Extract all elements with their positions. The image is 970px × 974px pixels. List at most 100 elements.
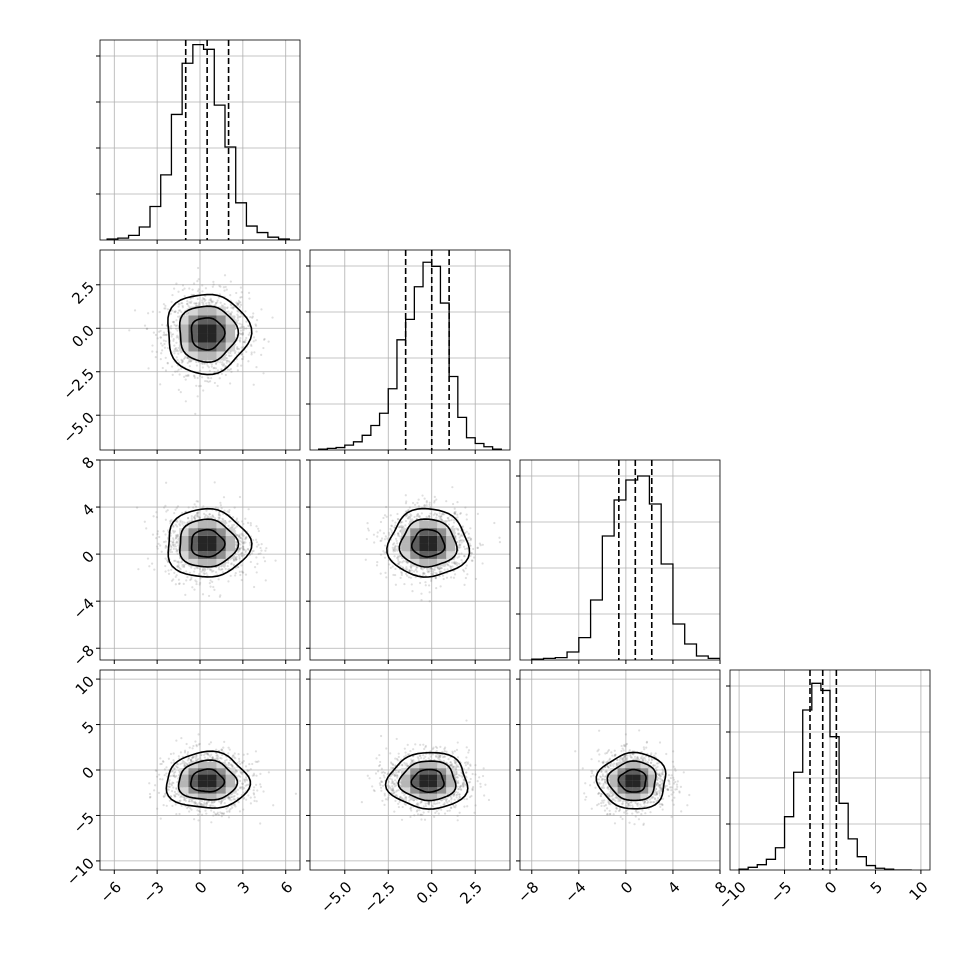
sample-point [176,336,178,338]
sample-point [258,553,260,555]
sample-point [203,300,205,302]
sample-point [236,346,238,348]
sample-point [164,505,166,507]
sample-point [201,814,203,816]
sample-point [203,572,205,574]
sample-point [185,570,187,572]
sample-point [148,565,150,567]
density-cell [207,521,216,529]
sample-point [198,302,200,304]
sample-point [242,543,244,545]
sample-point [168,758,170,760]
sample-point [172,782,174,784]
sample-point [245,327,247,329]
histogram-panel-3 [730,670,930,870]
sample-point [201,299,203,301]
sample-point [178,583,180,585]
sample-point [192,745,194,747]
sample-point [164,347,166,349]
sample-point [228,816,230,818]
sample-point [167,529,169,531]
sample-point [147,557,149,559]
sample-point [136,507,138,509]
sample-point [170,783,172,785]
sample-point [248,298,250,300]
sample-point [203,513,205,515]
sample-point [182,289,184,291]
sample-point [169,332,171,334]
sample-point [259,547,261,549]
sample-point [156,776,158,778]
sample-point [253,786,255,788]
sample-point [227,369,229,371]
sample-point [212,286,214,288]
sample-point [394,568,396,570]
sample-point [263,339,265,341]
sample-point [170,546,172,548]
sample-point [195,506,197,508]
sample-point [204,810,206,812]
sample-point [243,797,245,799]
panel-frame [520,460,720,660]
sample-point [482,544,484,546]
sample-point [219,286,221,288]
sample-point [253,586,255,588]
sample-point [232,307,234,309]
sample-point [193,755,195,757]
sample-point [246,753,248,755]
sample-point [197,758,199,760]
sample-point [250,345,252,347]
sample-point [202,363,204,365]
sample-point [209,370,211,372]
sample-point [187,751,189,753]
sample-point [221,815,223,817]
sample-point [216,754,218,756]
sample-point [159,778,161,780]
sample-point [171,551,173,553]
sample-point [164,307,166,309]
sample-point [193,818,195,820]
sample-point [255,556,257,558]
histogram-panel-0 [100,40,300,240]
sample-point [219,377,221,379]
density-cell [226,324,235,333]
sample-point [238,760,240,762]
y-tick-label: 0 [79,763,98,782]
sample-point [168,573,170,575]
sample-point [165,772,167,774]
sample-point [194,517,196,519]
sample-point [227,562,229,564]
sample-point [234,574,236,576]
sample-point [239,780,241,782]
sample-point [160,342,162,344]
sample-point [183,288,185,290]
sample-point [175,813,177,815]
sample-point [384,538,386,540]
sample-point [151,563,153,565]
sample-point [164,565,166,567]
sample-point [221,507,223,509]
sample-point [169,782,171,784]
sample-point [453,521,455,523]
sample-point [211,366,213,368]
sample-point [177,544,179,546]
sample-point [137,568,139,570]
sample-point [225,568,227,570]
sample-point [181,796,183,798]
sample-point [239,496,241,498]
sample-point [182,360,184,362]
sample-point [173,512,175,514]
sample-point [157,337,159,339]
sample-point [200,754,202,756]
sample-point [173,767,175,769]
sample-point [208,595,210,597]
density-cell [226,333,235,342]
sample-point [229,382,231,384]
y-tick-label: −5.0 [60,408,98,446]
sample-point [172,759,174,761]
sample-point [180,368,182,370]
sample-point [201,284,203,286]
sample-point [228,360,230,362]
sample-point [413,516,415,518]
sample-point [160,818,162,820]
